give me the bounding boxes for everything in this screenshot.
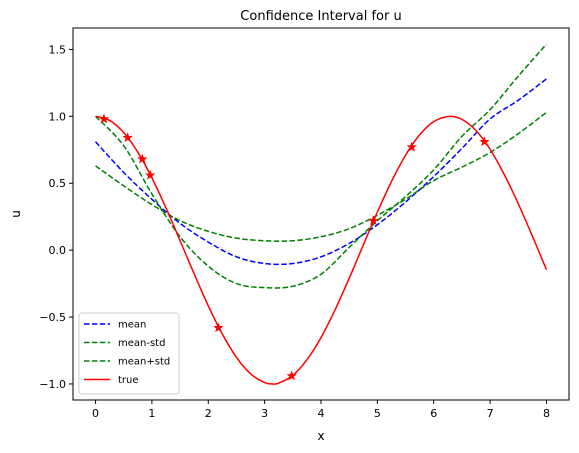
y-tick-label: −1.0 — [39, 378, 66, 391]
data-point-star — [368, 215, 379, 226]
data-point-star — [286, 370, 297, 381]
x-tick-label: 7 — [487, 407, 494, 420]
y-tick-label: 1.0 — [49, 110, 67, 123]
y-tick-label: 0.0 — [49, 244, 67, 257]
y-tick-label: −0.5 — [39, 311, 66, 324]
data-point-star — [479, 136, 490, 147]
y-axis-label: u — [9, 210, 23, 218]
data-point-star — [137, 153, 148, 164]
x-tick-label: 8 — [543, 407, 550, 420]
series-line-true — [95, 115, 548, 385]
data-point-star — [406, 141, 417, 152]
data-point-star — [213, 322, 224, 333]
legend-label: mean — [118, 320, 146, 331]
x-tick-label: 2 — [205, 407, 212, 420]
legend-label: mean-std — [118, 338, 165, 349]
legend-label: true — [118, 375, 139, 386]
data-point-star — [122, 132, 133, 143]
legend-label: mean+std — [118, 357, 170, 368]
x-tick-label: 6 — [430, 407, 437, 420]
data-point-star — [98, 113, 110, 124]
legend: mean mean-std mean+std true — [78, 312, 180, 395]
y-tick-label: 1.5 — [49, 43, 67, 56]
x-tick-label: 5 — [374, 407, 381, 420]
chart-title: Confidence Interval for u — [240, 9, 401, 24]
x-axis-label: x — [317, 429, 324, 443]
x-tick-label: 1 — [148, 407, 155, 420]
x-tick-label: 3 — [261, 407, 268, 420]
legend-box — [78, 312, 180, 395]
data-point-star — [145, 169, 156, 180]
y-tick-label: 0.5 — [49, 177, 67, 190]
y-axis: −1.0 −0.5 0.0 0.5 1.0 1.5 — [39, 43, 73, 391]
x-tick-label: 4 — [318, 407, 325, 420]
x-axis: 0 1 2 3 4 5 6 7 8 — [92, 400, 550, 420]
marker-layer — [98, 113, 490, 381]
series-line-mean-std — [95, 111, 547, 242]
x-tick-label: 0 — [92, 407, 99, 420]
series-layer — [94, 43, 548, 385]
plot-area — [72, 27, 570, 401]
series-line-mean-std — [95, 43, 548, 289]
